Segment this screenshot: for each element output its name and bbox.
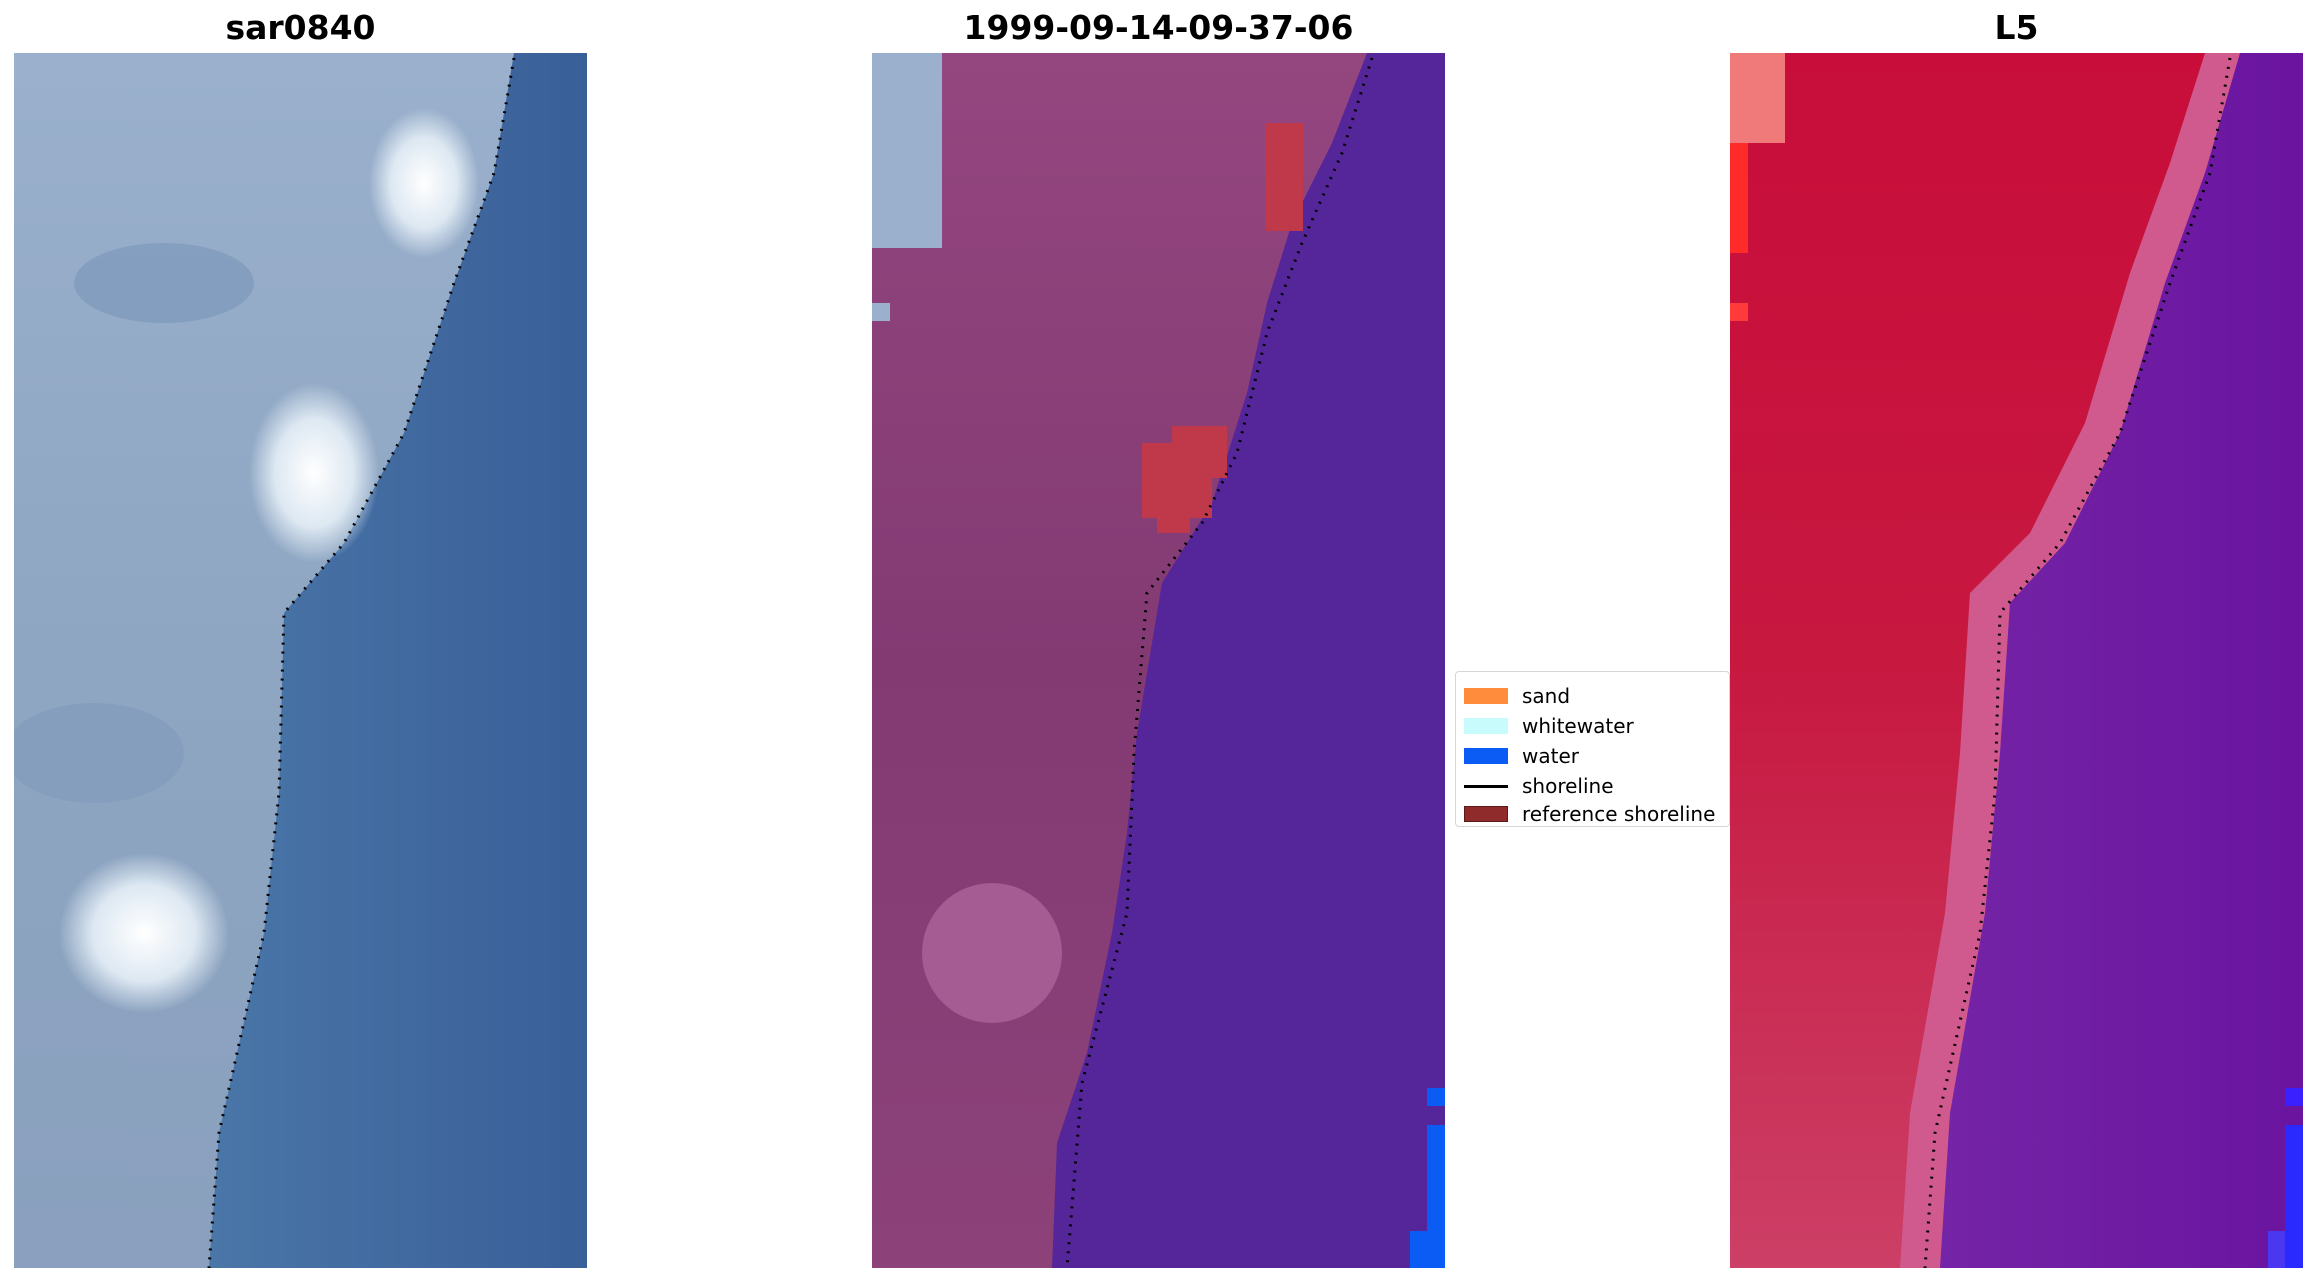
shoreline-line-swatch bbox=[1464, 785, 1508, 788]
panel-title-classified: 1999-09-14-09-37-06 bbox=[963, 8, 1354, 47]
rgb-image bbox=[14, 53, 587, 1268]
reference-shoreline-patch-2 bbox=[1142, 426, 1227, 533]
legend-label: reference shoreline bbox=[1522, 802, 1716, 826]
reference-shoreline-patch-1 bbox=[1265, 123, 1303, 231]
rgb-water-region bbox=[209, 53, 587, 1268]
panel-title-rgb: sar0840 bbox=[225, 8, 376, 47]
classified-water-region bbox=[1052, 53, 1445, 1268]
legend: sand whitewater water shoreline referenc… bbox=[1455, 671, 1730, 827]
rgb-image-panel bbox=[14, 53, 587, 1268]
classified-image-panel bbox=[872, 53, 1445, 1268]
whitewater-swatch bbox=[1464, 718, 1508, 734]
shoreline-dots bbox=[1065, 57, 1374, 1268]
classified-image bbox=[872, 53, 1445, 1268]
legend-label: water bbox=[1522, 744, 1579, 768]
legend-label: shoreline bbox=[1522, 774, 1614, 798]
index-water-region bbox=[1940, 53, 2303, 1268]
legend-label: whitewater bbox=[1522, 714, 1634, 738]
index-image-panel bbox=[1730, 53, 2303, 1268]
reference-shoreline-swatch bbox=[1464, 806, 1508, 822]
water-swatch bbox=[1464, 748, 1508, 764]
panel-title-index: L5 bbox=[1994, 8, 2039, 47]
index-image bbox=[1730, 53, 2303, 1268]
unclassified-corner bbox=[872, 53, 942, 248]
legend-label: sand bbox=[1522, 684, 1571, 708]
sand-swatch bbox=[1464, 688, 1508, 704]
